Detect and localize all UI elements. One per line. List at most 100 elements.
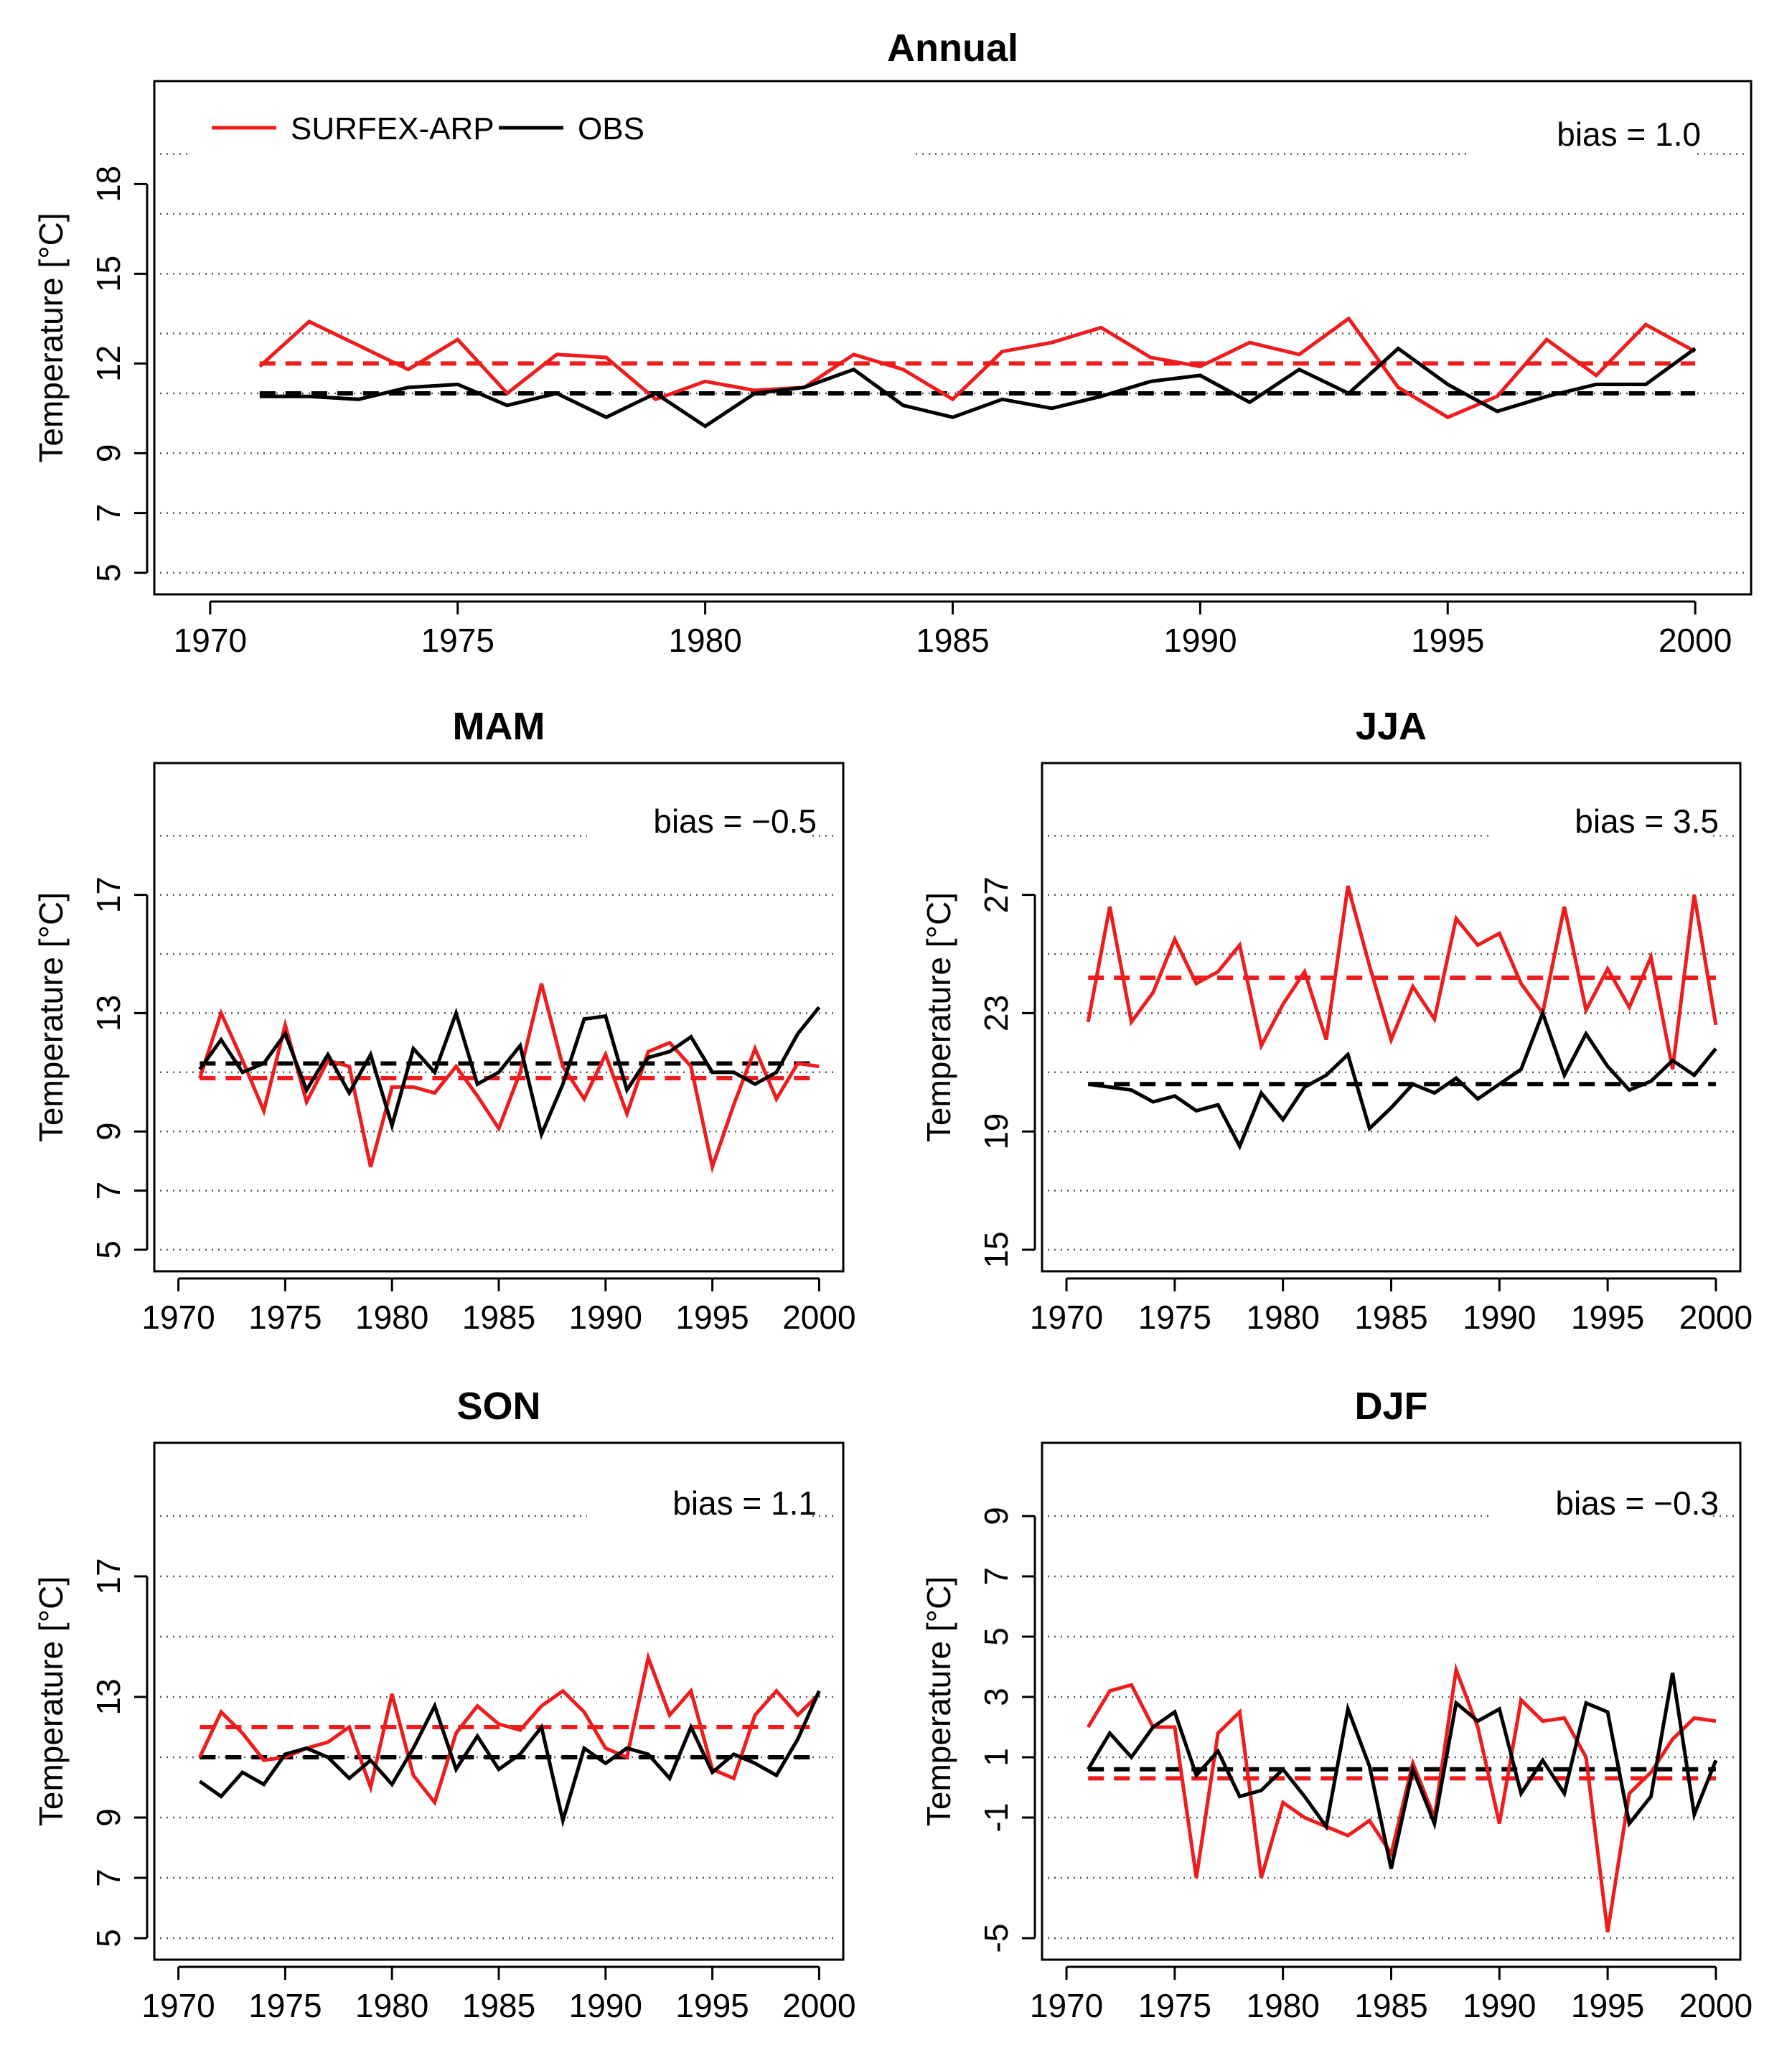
y-tick-label: 13 <box>90 1678 127 1715</box>
y-tick-label: -1 <box>977 1803 1015 1833</box>
x-tick-label: 1995 <box>1571 1299 1644 1336</box>
series-line-model <box>198 983 820 1174</box>
x-tick-label: 2000 <box>782 1299 855 1336</box>
x-tick-label: 1985 <box>1354 1987 1427 2024</box>
x-tick-label: 1975 <box>1138 1299 1211 1336</box>
bias-label: bias = 1.0 <box>1557 116 1701 153</box>
series-line-model <box>258 316 1697 420</box>
plot-frame <box>153 762 845 1273</box>
x-tick-label: 1995 <box>675 1299 749 1336</box>
x-tick-label: 1995 <box>675 1987 749 2024</box>
plot-frame <box>153 1441 845 1961</box>
y-tick-label: 17 <box>90 1558 127 1594</box>
bias-bg <box>587 793 810 854</box>
x-tick-label: 1990 <box>569 1299 642 1336</box>
plot-frame <box>1041 762 1742 1273</box>
y-tick-label: 18 <box>90 166 127 202</box>
plot-frame <box>153 80 1753 596</box>
chart-title: JJA <box>1356 705 1427 748</box>
y-tick-label: 23 <box>977 995 1015 1032</box>
y-tick-label: 5 <box>90 563 127 582</box>
bias-bg <box>1471 106 1694 167</box>
bias-bg <box>1489 793 1712 854</box>
y-tick-label: 19 <box>977 1113 1015 1150</box>
x-tick-label: 1985 <box>1354 1299 1427 1336</box>
series-line-model <box>1086 885 1718 1070</box>
x-tick-label: 1985 <box>462 1987 535 2024</box>
y-tick-label: 15 <box>90 256 127 292</box>
x-tick-label: 1975 <box>1138 1987 1211 2024</box>
x-tick-label: 2000 <box>1679 1299 1753 1336</box>
legend-bg <box>190 103 915 167</box>
y-tick-label: 9 <box>977 1507 1015 1525</box>
y-tick-label: -5 <box>977 1924 1015 1953</box>
y-tick-label: 15 <box>977 1231 1015 1268</box>
y-tick-label: 13 <box>90 995 127 1032</box>
x-tick-label: 1975 <box>248 1987 322 2024</box>
series-line-model <box>1087 1662 1717 1932</box>
bias-label: bias = −0.5 <box>653 803 817 840</box>
x-tick-label: 1990 <box>1463 1299 1536 1336</box>
y-tick-label: 17 <box>90 876 127 913</box>
y-axis-label: Temperature [°C] <box>32 892 70 1142</box>
series-line-model <box>198 1651 821 1807</box>
x-tick-label: 1990 <box>1163 622 1237 659</box>
x-tick-label: 1975 <box>248 1299 322 1336</box>
x-tick-label: 1995 <box>1411 622 1484 659</box>
y-axis-label: Temperature [°C] <box>920 1576 957 1826</box>
x-tick-label: 2000 <box>782 1987 855 2024</box>
x-tick-label: 1970 <box>1030 1987 1103 2024</box>
y-axis-label: Temperature [°C] <box>32 212 70 462</box>
series-line-obs <box>198 1006 821 1141</box>
x-tick-label: 1980 <box>1247 1987 1320 2024</box>
bias-bg <box>1489 1475 1712 1536</box>
y-tick-label: 5 <box>977 1627 1015 1646</box>
y-tick-label: 5 <box>90 1240 127 1259</box>
x-tick-label: 1995 <box>1571 1987 1644 2024</box>
bias-label: bias = 1.1 <box>672 1484 817 1522</box>
y-tick-label: 1 <box>977 1748 1015 1767</box>
x-tick-label: 1975 <box>421 622 494 659</box>
x-tick-label: 1970 <box>174 622 247 659</box>
chart-title: SON <box>456 1385 540 1428</box>
panel-mam: MAM 1970 1975 1980 1985 1990 1995 2000 5 7 9 13 17 Te… <box>32 705 856 1336</box>
x-tick-label: 1990 <box>569 1987 642 2024</box>
series-line-obs <box>259 346 1697 429</box>
series-line-obs <box>198 1690 821 1828</box>
x-tick-label: 1985 <box>462 1299 535 1336</box>
x-tick-label: 2000 <box>1659 622 1732 659</box>
legend-label-model: SURFEX-ARP <box>291 111 494 146</box>
x-tick-label: 2000 <box>1679 1987 1753 2024</box>
y-tick-label: 7 <box>977 1567 1015 1586</box>
y-tick-label: 27 <box>977 876 1015 913</box>
y-axis-label: Temperature [°C] <box>920 892 957 1142</box>
panel-djf: DJF 1970 1975 1980 1985 1990 1995 2000 -5 -1 1 3 5 7 9… <box>920 1385 1753 2024</box>
series-line-obs <box>1087 1672 1718 1869</box>
bias-label: bias = −0.3 <box>1555 1484 1719 1522</box>
x-tick-label: 1985 <box>916 622 989 659</box>
x-tick-label: 1980 <box>1247 1299 1320 1336</box>
x-tick-label: 1970 <box>1030 1299 1103 1336</box>
y-tick-label: 12 <box>90 345 127 382</box>
y-tick-label: 7 <box>90 1182 127 1200</box>
x-tick-label: 1980 <box>355 1299 428 1336</box>
chart-title: MAM <box>453 705 545 748</box>
y-axis-label: Temperature [°C] <box>32 1576 70 1826</box>
y-tick-label: 7 <box>90 1869 127 1887</box>
legend-label-obs: OBS <box>578 111 644 146</box>
panel-son: SON 1970 1975 1980 1985 1990 1995 2000 5 7 9 13 17 Te… <box>32 1385 856 2024</box>
y-tick-label: 7 <box>90 504 127 523</box>
bias-bg <box>587 1475 810 1536</box>
panel-jja: JJA 1970 1975 1980 1985 1990 1995 2000 15 19 23 27 T… <box>920 705 1753 1336</box>
panel-annual: Annual 1970 1975 1980 1985 1990 1995 2000 5 7 9 12 1… <box>32 27 1753 659</box>
x-tick-label: 1980 <box>668 622 741 659</box>
series-line-obs <box>1087 1008 1717 1151</box>
chart-title: Annual <box>887 27 1018 70</box>
x-tick-label: 1990 <box>1463 1987 1536 2024</box>
x-tick-label: 1970 <box>141 1987 215 2024</box>
y-tick-label: 9 <box>90 1122 127 1141</box>
chart-title: DJF <box>1354 1385 1427 1428</box>
plot-frame <box>1041 1441 1742 1961</box>
y-tick-label: 5 <box>90 1929 127 1947</box>
